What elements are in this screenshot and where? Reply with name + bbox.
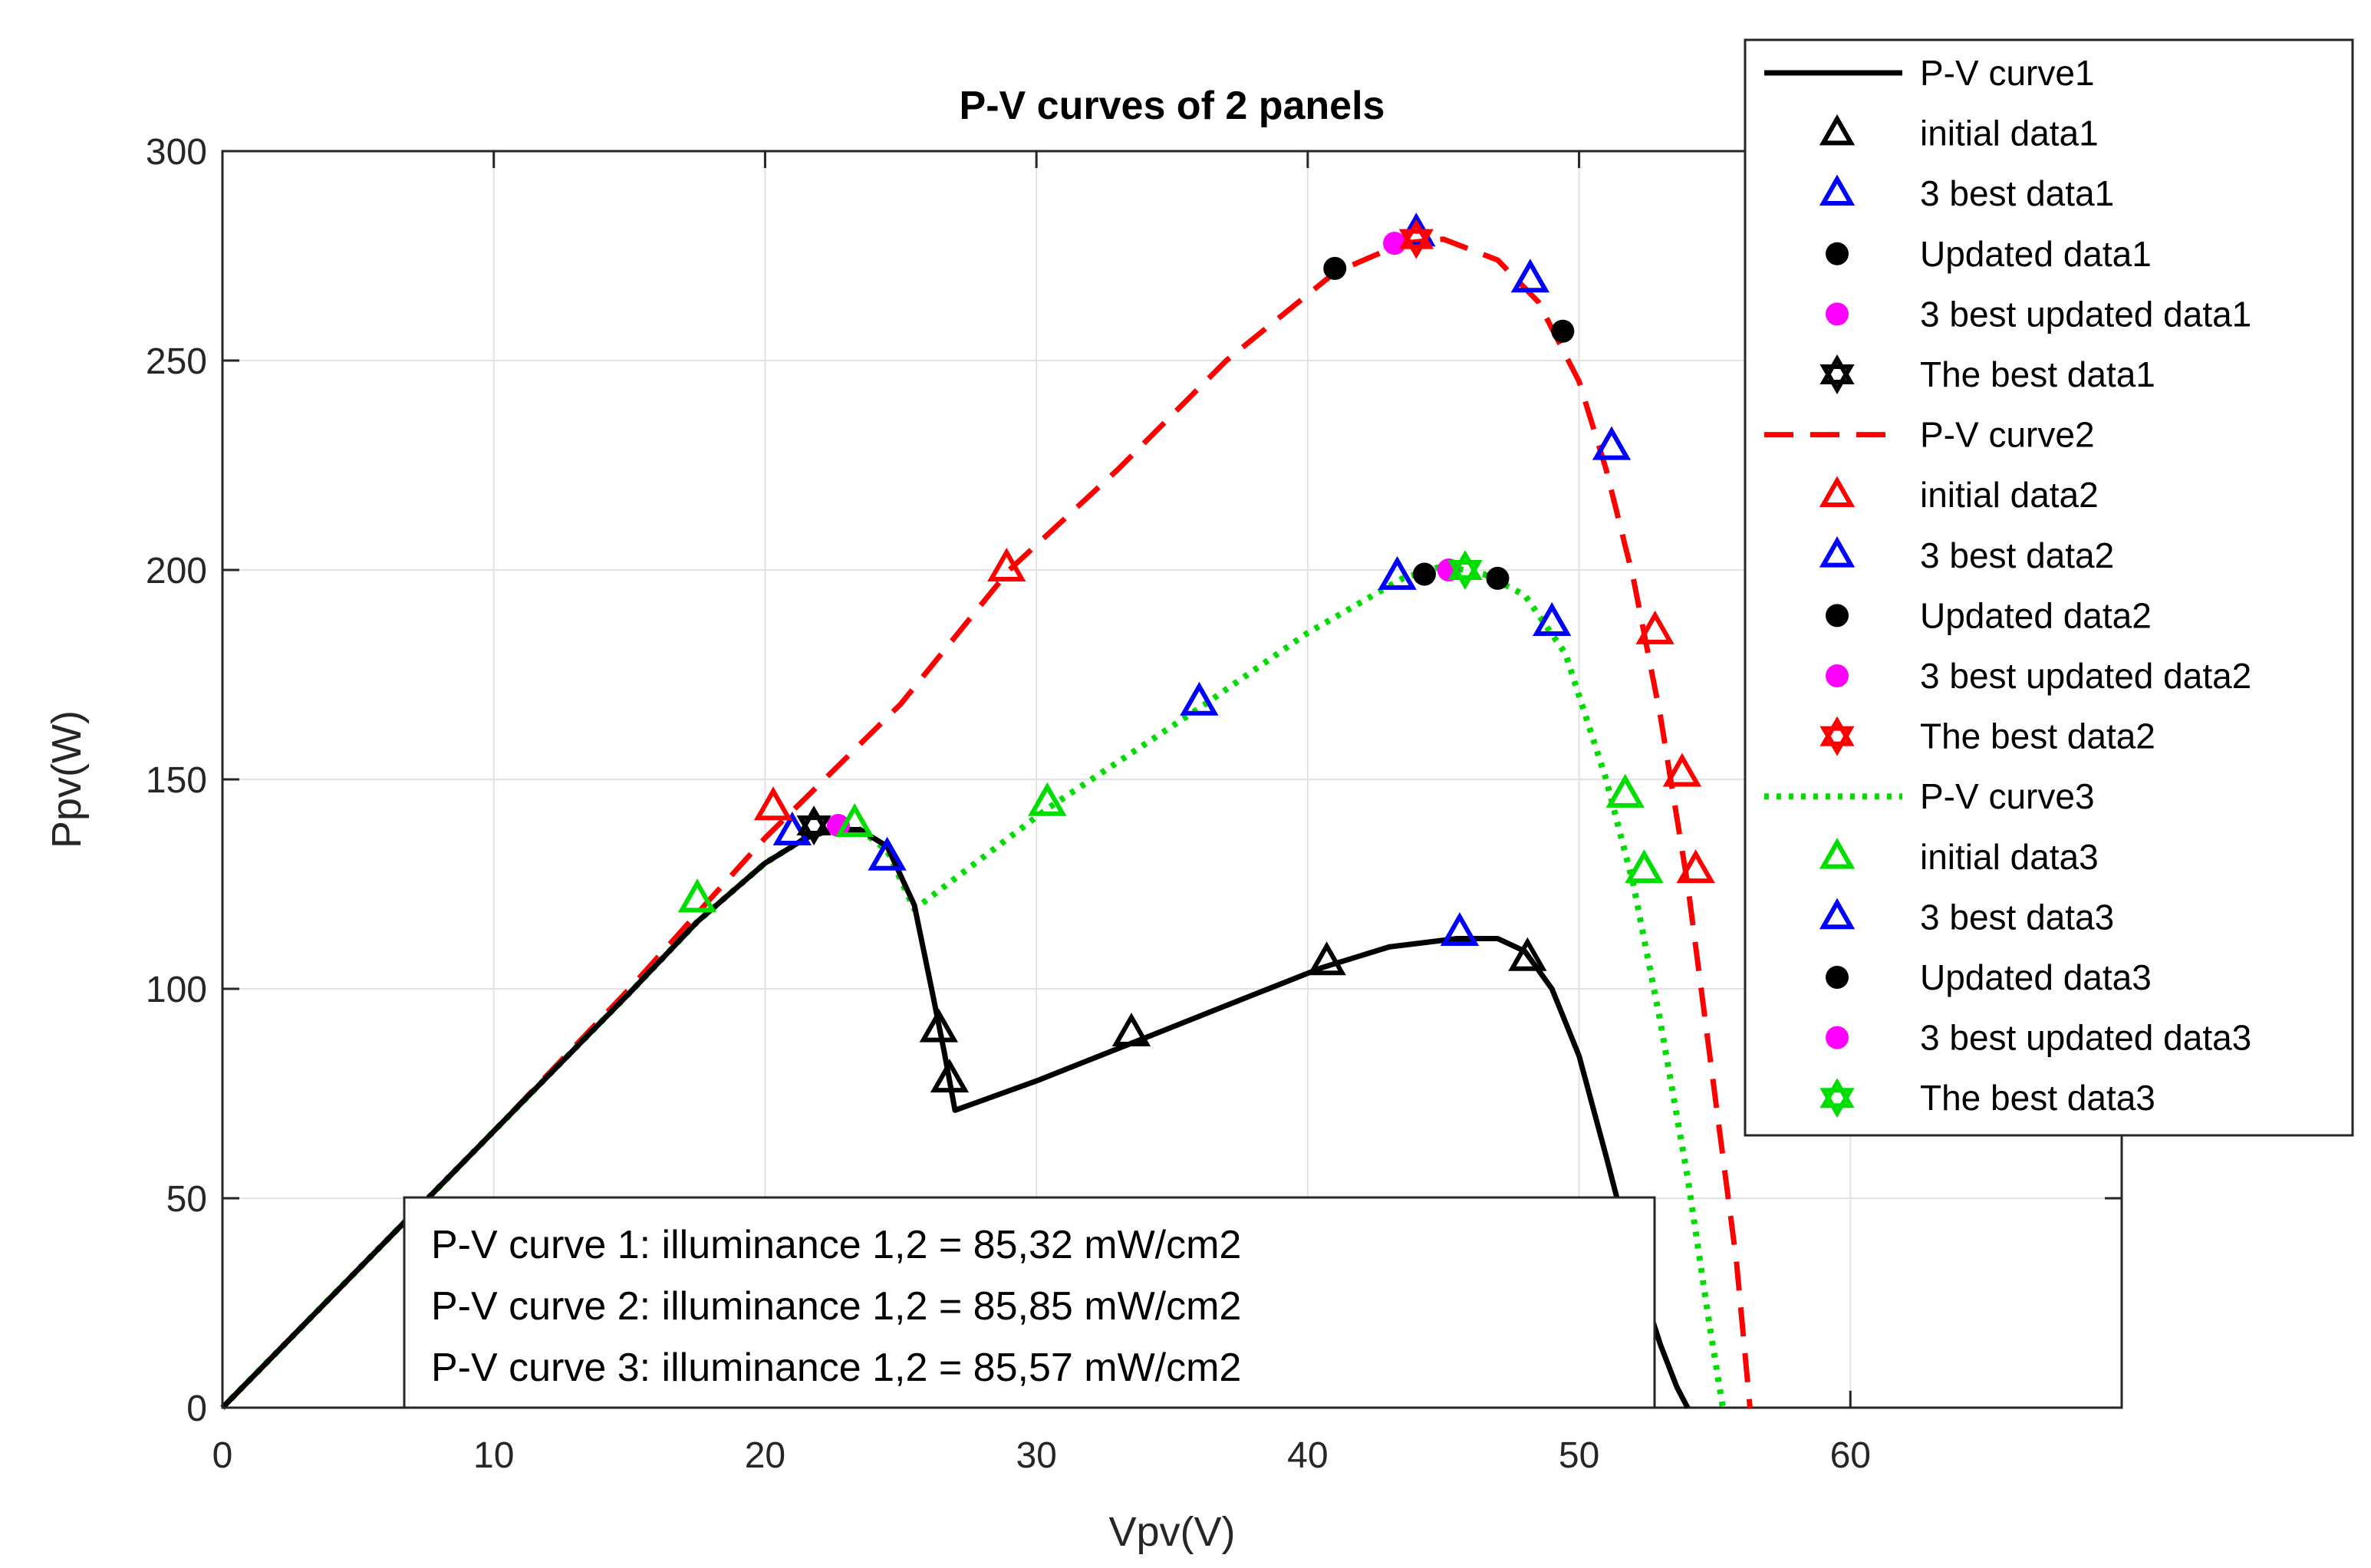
y-tick-label: 150 xyxy=(146,760,207,801)
legend-label: 3 best data3 xyxy=(1920,897,2114,937)
x-tick-label: 20 xyxy=(745,1435,785,1476)
x-tick-label: 50 xyxy=(1559,1435,1599,1476)
legend-label: Updated data2 xyxy=(1920,595,2152,635)
initial-data2-marker xyxy=(1662,753,1702,787)
x-tick-label: 0 xyxy=(212,1435,233,1476)
markers xyxy=(677,212,1715,1093)
3-best-data3-marker xyxy=(1378,555,1417,590)
legend-swatch-triangle xyxy=(1819,174,1856,206)
legend-label: P-V curve3 xyxy=(1920,776,2095,816)
x-tick-label: 30 xyxy=(1016,1435,1056,1476)
legend-label: 3 best data2 xyxy=(1920,535,2114,575)
initial-data3-marker xyxy=(1028,782,1067,816)
legend-swatch-dot xyxy=(1826,604,1849,628)
legend-label: Updated data3 xyxy=(1920,957,2152,997)
legend-swatch-hexagram xyxy=(1819,716,1855,746)
y-tick-label: 0 xyxy=(186,1388,207,1429)
legend-label: P-V curve1 xyxy=(1920,53,2095,93)
annotation-line-3: P-V curve 3: illuminance 1,2 = 85,57 mW/… xyxy=(431,1346,1241,1390)
initial-data1-marker xyxy=(1508,937,1547,971)
y-tick-label: 250 xyxy=(146,341,207,382)
the-best-data2-marker xyxy=(1398,219,1434,249)
initial-data3-marker xyxy=(835,803,874,838)
y-tick-label: 100 xyxy=(146,970,207,1010)
legend-swatch-triangle xyxy=(1819,114,1856,146)
legend-label: The best data2 xyxy=(1920,716,2155,756)
legend-swatch-dot xyxy=(1826,966,1849,989)
legend-label: initial data1 xyxy=(1920,114,2099,153)
legend-swatch-hexagram-b xyxy=(1819,364,1855,394)
initial-data2-marker xyxy=(753,786,793,821)
initial-data2-marker xyxy=(1635,610,1675,644)
legend-label: P-V curve2 xyxy=(1920,415,2095,455)
y-tick-label: 50 xyxy=(166,1179,207,1220)
initial-data1-marker xyxy=(919,1008,958,1043)
3-best-data3-marker xyxy=(1180,681,1219,716)
legend-swatch-hexagram-b xyxy=(1819,1088,1855,1118)
legend-swatch-hexagram xyxy=(1819,354,1855,384)
x-tick-label: 60 xyxy=(1830,1435,1871,1476)
initial-data1-marker xyxy=(1111,1013,1151,1047)
the-best-data1-marker xyxy=(796,805,831,836)
annotation-line-1: P-V curve 1: illuminance 1,2 = 85,32 mW/… xyxy=(431,1223,1241,1267)
3-best-data2-marker xyxy=(1592,426,1632,460)
legend-label: 3 best updated data1 xyxy=(1920,294,2251,334)
legend-label: initial data3 xyxy=(1920,837,2099,877)
the-best-data1-marker-b xyxy=(796,815,831,846)
legend-label: The best data3 xyxy=(1920,1078,2155,1118)
3-best-updated-data1-marker xyxy=(826,814,850,838)
x-axis-label: Vpv(V) xyxy=(1108,1509,1235,1555)
axis-ticks: 0 10 20 30 40 50 60 0 50 100 150 200 250 300 xyxy=(146,132,2122,1476)
legend-label: The best data1 xyxy=(1920,354,2155,394)
legend-swatch-hexagram-b xyxy=(1819,726,1855,756)
y-axis-label: Ppv(W) xyxy=(44,710,90,848)
y-tick-label: 300 xyxy=(146,132,207,173)
legend-swatch-hexagram xyxy=(1819,1078,1855,1108)
updated-data3-marker xyxy=(1412,562,1436,586)
3-best-data1-marker xyxy=(868,836,907,871)
3-best-data1-marker xyxy=(1440,911,1480,947)
legend-label: 3 best updated data3 xyxy=(1920,1018,2251,1058)
updated-data3-marker xyxy=(1486,566,1510,590)
initial-data3-marker xyxy=(1625,849,1664,884)
updated-data2-marker xyxy=(1551,319,1575,343)
3-best-data2-marker xyxy=(1510,259,1550,293)
legend-swatch-dot xyxy=(1826,242,1849,265)
x-tick-label: 10 xyxy=(473,1435,514,1476)
initial-data1-marker xyxy=(930,1059,970,1093)
legend-swatch-triangle xyxy=(1819,898,1856,930)
x-tick-label: 40 xyxy=(1287,1435,1328,1476)
updated-data2-marker xyxy=(1323,256,1347,280)
3-best-data1-marker xyxy=(772,811,812,845)
curve-1 xyxy=(220,827,1691,1410)
initial-data2-marker xyxy=(1676,849,1715,884)
initial-data3-marker xyxy=(1605,773,1645,808)
annotation-line-2: P-V curve 2: illuminance 1,2 = 85,85 mW/… xyxy=(431,1284,1241,1329)
the-best-data3-marker xyxy=(1447,550,1483,580)
the-best-data2-marker-b xyxy=(1398,229,1434,259)
legend-swatch-dot xyxy=(1826,1026,1849,1049)
legend-label: initial data2 xyxy=(1920,475,2099,515)
legend-label: 3 best data1 xyxy=(1920,173,2114,213)
annotation-frame xyxy=(403,1196,1656,1409)
initial-data3-marker xyxy=(677,878,717,913)
y-tick-label: 200 xyxy=(146,551,207,591)
initial-data2-marker xyxy=(987,547,1026,581)
legend-swatch-triangle xyxy=(1819,536,1856,568)
legend: P-V curve1 initial data1 3 best data1 Updat… xyxy=(1744,38,2354,1137)
legend-label: 3 best updated data2 xyxy=(1920,656,2251,696)
3-best-data3-marker xyxy=(1533,601,1572,636)
annotation-box: P-V curve 1: illuminance 1,2 = 85,32 mW/… xyxy=(403,1196,1656,1409)
legend-swatch-triangle xyxy=(1819,838,1856,869)
legend-swatch-dot xyxy=(1826,664,1849,687)
initial-data1-marker xyxy=(1307,941,1346,976)
legend-label: Updated data1 xyxy=(1920,234,2152,274)
legend-swatch-dot xyxy=(1826,302,1849,326)
legend-frame xyxy=(1744,38,2354,1137)
chart-title: P-V curves of 2 panels xyxy=(960,84,1385,128)
legend-swatch-triangle xyxy=(1819,476,1856,507)
the-best-data3-marker-b xyxy=(1447,560,1483,590)
